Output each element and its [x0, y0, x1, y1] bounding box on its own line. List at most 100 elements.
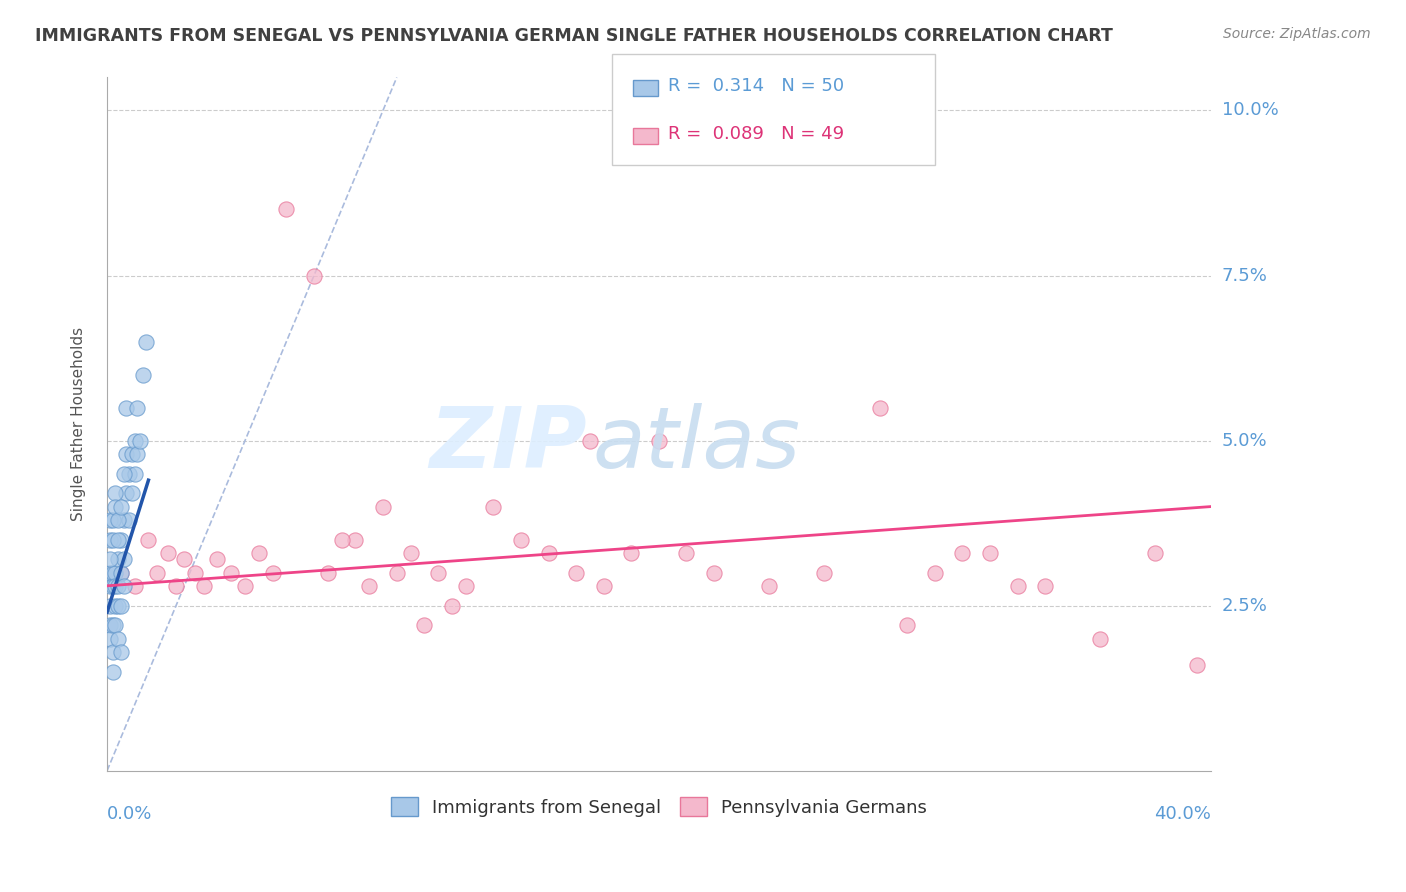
Point	[359, 579, 381, 593]
Point	[110, 533, 132, 547]
Point	[276, 202, 298, 217]
Point	[950, 546, 973, 560]
Point	[124, 579, 146, 593]
Point	[482, 500, 505, 514]
Point	[233, 579, 256, 593]
Point	[107, 599, 129, 613]
Point	[104, 486, 127, 500]
Point	[101, 665, 124, 679]
Text: 2.5%: 2.5%	[1222, 597, 1268, 615]
Point	[110, 500, 132, 514]
Point	[247, 546, 270, 560]
Point	[135, 334, 157, 349]
Legend: Immigrants from Senegal, Pennsylvania Germans: Immigrants from Senegal, Pennsylvania Ge…	[384, 790, 934, 824]
Point	[371, 500, 394, 514]
Point	[110, 645, 132, 659]
Point	[98, 579, 121, 593]
Point	[115, 486, 138, 500]
Point	[385, 566, 408, 580]
Point	[98, 513, 121, 527]
Point	[592, 579, 614, 593]
Point	[869, 401, 891, 415]
Point	[98, 533, 121, 547]
Point	[127, 447, 149, 461]
Text: 7.5%: 7.5%	[1222, 267, 1268, 285]
Point	[454, 579, 477, 593]
Point	[173, 552, 195, 566]
Point	[104, 500, 127, 514]
Text: R =  0.089   N = 49: R = 0.089 N = 49	[668, 125, 844, 143]
Point	[104, 599, 127, 613]
Point	[112, 552, 135, 566]
Point	[703, 566, 725, 580]
Point	[110, 566, 132, 580]
Point	[104, 618, 127, 632]
Text: R =  0.314   N = 50: R = 0.314 N = 50	[668, 77, 844, 95]
Point	[207, 552, 229, 566]
Point	[110, 599, 132, 613]
Point	[1185, 658, 1208, 673]
Point	[1090, 632, 1112, 646]
Point	[121, 447, 143, 461]
Point	[509, 533, 531, 547]
Point	[107, 513, 129, 527]
Point	[262, 566, 284, 580]
Point	[399, 546, 422, 560]
Point	[107, 579, 129, 593]
Point	[129, 434, 152, 448]
Point	[302, 268, 325, 283]
Text: 0.0%: 0.0%	[107, 805, 152, 823]
Point	[112, 579, 135, 593]
Point	[112, 513, 135, 527]
Point	[98, 552, 121, 566]
Point	[145, 566, 167, 580]
Point	[104, 579, 127, 593]
Point	[101, 579, 124, 593]
Point	[648, 434, 671, 448]
Point	[101, 533, 124, 547]
Point	[344, 533, 367, 547]
Point	[1144, 546, 1167, 560]
Point	[104, 566, 127, 580]
Point	[1033, 579, 1056, 593]
Text: Source: ZipAtlas.com: Source: ZipAtlas.com	[1223, 27, 1371, 41]
Point	[107, 552, 129, 566]
Point	[165, 579, 187, 593]
Point	[101, 513, 124, 527]
Point	[1007, 579, 1029, 593]
Point	[98, 632, 121, 646]
Point	[413, 618, 436, 632]
Text: 40.0%: 40.0%	[1154, 805, 1211, 823]
Point	[127, 401, 149, 415]
Point	[107, 632, 129, 646]
Point	[156, 546, 179, 560]
Point	[813, 566, 835, 580]
Point	[330, 533, 353, 547]
Text: IMMIGRANTS FROM SENEGAL VS PENNSYLVANIA GERMAN SINGLE FATHER HOUSEHOLDS CORRELAT: IMMIGRANTS FROM SENEGAL VS PENNSYLVANIA …	[35, 27, 1114, 45]
Point	[98, 566, 121, 580]
Point	[537, 546, 560, 560]
Text: 10.0%: 10.0%	[1222, 102, 1278, 120]
Y-axis label: Single Father Households: Single Father Households	[72, 327, 86, 521]
Point	[675, 546, 697, 560]
Point	[427, 566, 450, 580]
Point	[758, 579, 780, 593]
Point	[101, 566, 124, 580]
Point	[118, 467, 141, 481]
Point	[565, 566, 588, 580]
Text: 5.0%: 5.0%	[1222, 432, 1267, 450]
Point	[121, 486, 143, 500]
Point	[440, 599, 463, 613]
Point	[98, 599, 121, 613]
Point	[107, 533, 129, 547]
Point	[579, 434, 602, 448]
Point	[124, 467, 146, 481]
Point	[896, 618, 918, 632]
Point	[924, 566, 946, 580]
Point	[138, 533, 160, 547]
Point	[316, 566, 339, 580]
Point	[115, 447, 138, 461]
Point	[112, 467, 135, 481]
Point	[101, 618, 124, 632]
Point	[110, 566, 132, 580]
